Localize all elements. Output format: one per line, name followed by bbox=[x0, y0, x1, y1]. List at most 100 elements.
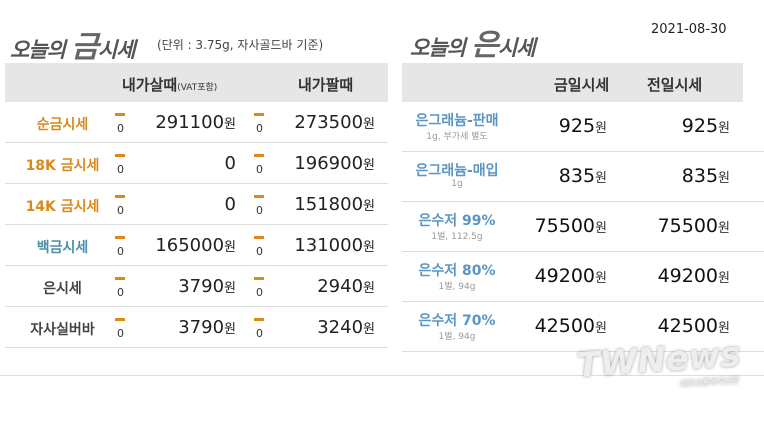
buy-change: 0 bbox=[117, 122, 124, 135]
today-value: 925 bbox=[558, 115, 596, 137]
sell-value: 2940 bbox=[317, 276, 364, 297]
currency: 원 bbox=[363, 240, 375, 255]
buy-price: 3790원 bbox=[178, 317, 236, 338]
bottom-divider bbox=[0, 375, 764, 376]
sell-change: 0 bbox=[256, 286, 263, 299]
currency: 원 bbox=[224, 322, 236, 337]
buy-change: 0 bbox=[117, 204, 124, 217]
sell-value: 131000 bbox=[294, 235, 364, 256]
sell-change: 0 bbox=[256, 245, 263, 258]
no-change-icon bbox=[115, 236, 125, 239]
no-change-icon bbox=[254, 236, 264, 239]
prev-price: 49200원 bbox=[658, 265, 730, 287]
buy-price: 3790원 bbox=[178, 276, 236, 297]
currency: 원 bbox=[718, 321, 730, 336]
prev-value: 42500 bbox=[657, 315, 719, 337]
currency: 원 bbox=[363, 199, 375, 214]
prev-value: 835 bbox=[681, 165, 719, 187]
buy-value: 3790 bbox=[178, 317, 225, 338]
row-label: 은그래늄-판매 bbox=[415, 113, 499, 129]
row-label: 은시세 bbox=[43, 281, 82, 297]
buy-change: 0 bbox=[117, 245, 124, 258]
buy-change: 0 bbox=[117, 163, 124, 176]
row-label: 자사실버바 bbox=[30, 322, 95, 338]
today-value: 42500 bbox=[534, 315, 596, 337]
silver-row: 은그래늄-판매 1g, 부가세 별도 925원 925원 bbox=[402, 102, 764, 152]
buy-value: 0 bbox=[224, 194, 236, 215]
silver-row: 은수저 80% 1벌, 94g 49200원 49200원 bbox=[402, 252, 764, 302]
col-buy-note: (VAT포함) bbox=[177, 83, 218, 93]
currency: 원 bbox=[363, 158, 375, 173]
buy-value: 3790 bbox=[178, 276, 225, 297]
currency: 원 bbox=[224, 117, 236, 132]
no-change-icon bbox=[254, 277, 264, 280]
gold-row: 은시세 0 3790원 0 2940원 bbox=[5, 266, 388, 307]
row-sub: 1g, 부가세 별도 bbox=[426, 132, 488, 142]
currency: 원 bbox=[595, 271, 607, 286]
silver-table-header: 금일시세 전일시세 bbox=[402, 63, 743, 102]
sell-change: 0 bbox=[256, 204, 263, 217]
row-label: 18K 금시세 bbox=[25, 158, 100, 174]
today-value: 75500 bbox=[534, 215, 596, 237]
prev-value: 75500 bbox=[657, 215, 719, 237]
prev-value: 49200 bbox=[657, 265, 719, 287]
prev-price: 835원 bbox=[682, 165, 730, 187]
col-buy: 내가살때(VAT포함) bbox=[122, 74, 217, 95]
buy-value: 0 bbox=[224, 153, 236, 174]
sell-change: 0 bbox=[256, 122, 263, 135]
currency: 원 bbox=[363, 322, 375, 337]
row-label: 은수저 99% bbox=[418, 213, 496, 229]
no-change-icon bbox=[115, 277, 125, 280]
currency: 원 bbox=[718, 221, 730, 236]
buy-value: 165000 bbox=[155, 235, 225, 256]
no-change-icon bbox=[115, 195, 125, 198]
sell-value: 3240 bbox=[317, 317, 364, 338]
no-change-icon bbox=[115, 154, 125, 157]
today-price: 75500원 bbox=[535, 215, 607, 237]
col-today: 금일시세 bbox=[554, 76, 610, 94]
gold-row: 18K 금시세 0 0 0 196900원 bbox=[5, 143, 388, 184]
today-value: 835 bbox=[558, 165, 596, 187]
currency: 원 bbox=[363, 281, 375, 296]
no-change-icon bbox=[254, 318, 264, 321]
prev-price: 75500원 bbox=[658, 215, 730, 237]
sell-value: 273500 bbox=[294, 112, 364, 133]
buy-price: 165000원 bbox=[155, 235, 236, 256]
title-suffix: 시세 bbox=[497, 36, 536, 60]
currency: 원 bbox=[595, 171, 607, 186]
currency: 원 bbox=[718, 121, 730, 136]
sell-value: 151800 bbox=[294, 194, 364, 215]
no-change-icon bbox=[115, 318, 125, 321]
row-sub: 1g bbox=[451, 179, 463, 189]
currency: 원 bbox=[224, 281, 236, 296]
row-label: 은그래늄-매입 bbox=[415, 163, 499, 179]
unit-note: (단위 : 3.75g, 자사골드바 기준) bbox=[157, 38, 324, 52]
title-big: 금 bbox=[71, 30, 99, 65]
currency: 원 bbox=[718, 271, 730, 286]
sell-change: 0 bbox=[256, 163, 263, 176]
today-price: 925원 bbox=[559, 115, 607, 137]
col-sell: 내가팔때 bbox=[298, 76, 354, 94]
no-change-icon bbox=[254, 154, 264, 157]
sell-price: 196900원 bbox=[294, 153, 375, 174]
row-sub: 1벌, 94g bbox=[438, 332, 476, 342]
row-label: 은수저 70% bbox=[418, 313, 496, 329]
today-price: 49200원 bbox=[535, 265, 607, 287]
buy-price: 0 bbox=[225, 153, 236, 174]
col-prev: 전일시세 bbox=[647, 76, 703, 94]
buy-price: 0 bbox=[225, 194, 236, 215]
title-prefix: 오늘의 bbox=[410, 36, 466, 60]
sell-price: 131000원 bbox=[294, 235, 375, 256]
currency: 원 bbox=[595, 121, 607, 136]
row-label: 순금시세 bbox=[36, 117, 89, 133]
silver-row: 은수저 99% 1벌, 112.5g 75500원 75500원 bbox=[402, 202, 764, 252]
buy-price: 291100원 bbox=[155, 112, 236, 133]
date: 2021-08-30 bbox=[651, 22, 727, 37]
prev-value: 925 bbox=[681, 115, 719, 137]
buy-change: 0 bbox=[117, 327, 124, 340]
gold-row: 14K 금시세 0 0 0 151800원 bbox=[5, 184, 388, 225]
silver-row: 은수저 70% 1벌, 94g 42500원 42500원 bbox=[402, 302, 764, 352]
gold-row: 자사실버바 0 3790원 0 3240원 bbox=[5, 307, 388, 348]
sell-price: 2940원 bbox=[317, 276, 375, 297]
sell-price: 3240원 bbox=[317, 317, 375, 338]
